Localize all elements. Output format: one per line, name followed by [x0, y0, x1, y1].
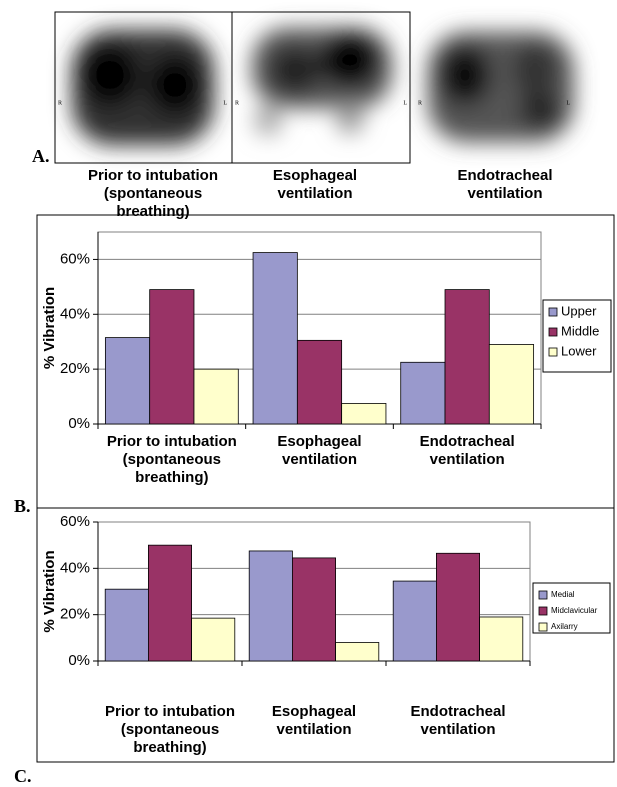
panel-label: A.: [32, 146, 50, 167]
side-label: R: [418, 100, 422, 106]
bar: [105, 589, 148, 661]
legend-swatch: [539, 591, 547, 599]
image-caption: Prior to intubation (spontaneous breathi…: [68, 167, 238, 221]
bar: [436, 553, 479, 661]
side-label: R: [58, 100, 62, 106]
legend-swatch: [549, 328, 557, 336]
side-label: R: [235, 100, 239, 106]
x-tick-label: Prior to intubation (spontaneous breathi…: [95, 703, 245, 757]
bar: [393, 581, 436, 661]
bar: [249, 551, 292, 661]
bar: [336, 642, 379, 661]
figure-canvas: R L R L R L 0% 20% 40% 60% % Vibration Upper M…: [0, 0, 617, 787]
y-tick-label: 40%: [60, 559, 90, 576]
legend-label: Upper: [561, 303, 597, 318]
x-tick-label: Esophageal ventilation: [245, 433, 395, 469]
bar: [194, 369, 238, 424]
y-tick-label: 40%: [60, 305, 90, 322]
bar: [342, 403, 386, 424]
vibration-image: [55, 12, 232, 163]
vibration-image: [232, 12, 410, 163]
x-tick-label: Endotracheal ventilation: [392, 433, 542, 469]
y-tick-label: 0%: [68, 415, 90, 432]
legend-swatch: [539, 623, 547, 631]
bar: [489, 344, 533, 424]
x-tick-label: Prior to intubation (spontaneous breathi…: [97, 433, 247, 487]
x-tick-label: Esophageal ventilation: [239, 703, 389, 739]
bar: [150, 290, 194, 424]
vibration-image: [415, 12, 587, 163]
bar: [401, 362, 445, 424]
legend-label: Midclavicular: [551, 606, 598, 615]
figure: R L R L R L 0% 20% 40% 60% % Vibration Upper M…: [0, 0, 617, 787]
bar: [297, 340, 341, 424]
legend-swatch: [549, 348, 557, 356]
y-axis-label: % Vibration: [41, 287, 58, 369]
panel-label: B.: [14, 496, 31, 517]
y-tick-label: 20%: [60, 360, 90, 377]
x-tick-label: Endotracheal ventilation: [383, 703, 533, 739]
legend-label: Axilarry: [551, 622, 578, 631]
side-label: L: [403, 100, 407, 106]
y-axis-label: % Vibration: [41, 550, 58, 632]
bar: [105, 338, 149, 424]
legend-swatch: [549, 308, 557, 316]
side-label: L: [566, 100, 570, 106]
legend-label: Medial: [551, 590, 575, 599]
bar: [445, 290, 489, 424]
y-tick-label: 20%: [60, 606, 90, 623]
bar: [148, 545, 191, 661]
legend-label: Lower: [561, 343, 597, 358]
bar: [480, 617, 523, 661]
legend-label: Middle: [561, 323, 599, 338]
y-tick-label: 0%: [68, 652, 90, 669]
panel-label: C.: [14, 766, 32, 787]
y-tick-label: 60%: [60, 250, 90, 267]
side-label: L: [223, 100, 227, 106]
image-caption: Esophageal ventilation: [255, 167, 375, 203]
image-caption: Endotracheal ventilation: [445, 167, 565, 203]
legend-swatch: [539, 607, 547, 615]
bar: [253, 253, 297, 424]
y-tick-label: 60%: [60, 513, 90, 530]
bar: [292, 558, 335, 661]
bar: [192, 618, 235, 661]
